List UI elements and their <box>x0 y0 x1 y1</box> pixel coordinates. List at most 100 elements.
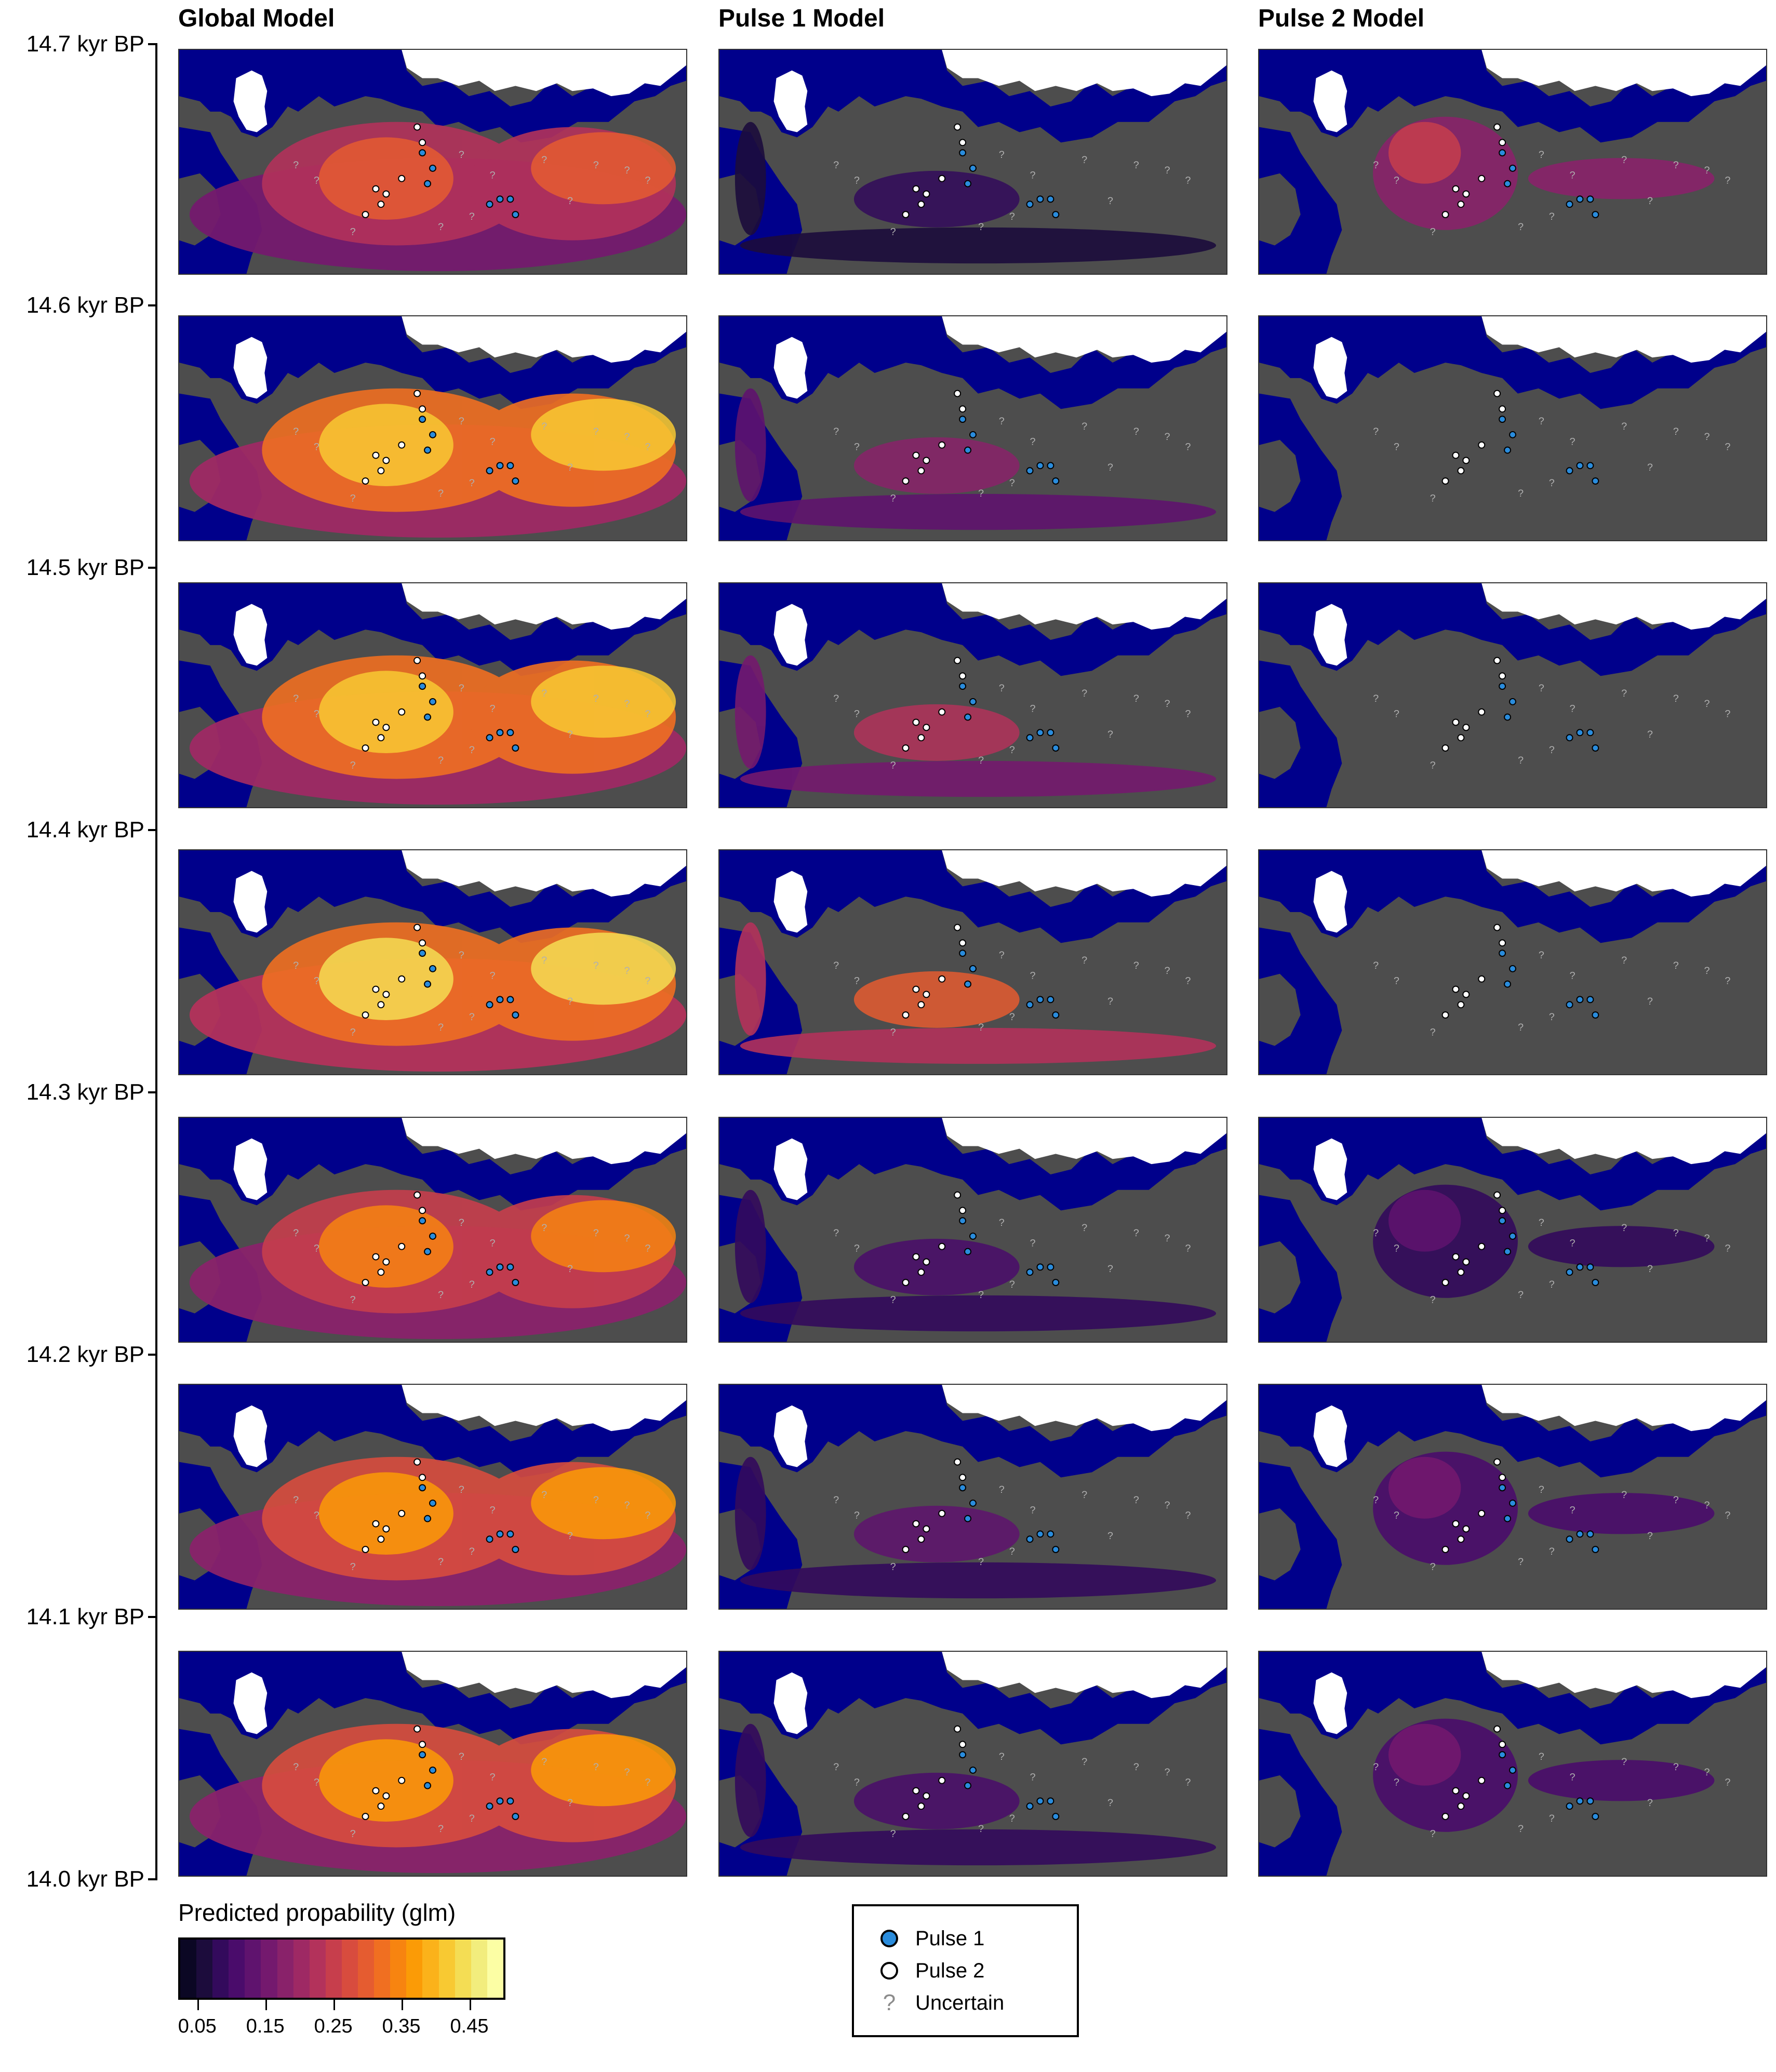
uncertain-site-marker: ? <box>567 1263 573 1275</box>
pulse1-site-marker <box>1504 446 1512 454</box>
uncertain-site-marker: ? <box>1373 426 1379 437</box>
uncertain-site-marker: ? <box>1647 729 1653 740</box>
pulse2-site-marker <box>959 139 967 146</box>
uncertain-site-marker: ? <box>1725 175 1730 186</box>
uncertain-site-marker: ? <box>469 211 475 222</box>
uncertain-site-marker: ? <box>469 1813 475 1824</box>
pulse2-site-marker <box>398 175 406 182</box>
pulse1-site-marker <box>1036 1530 1044 1538</box>
uncertain-site-marker: ? <box>1725 975 1730 987</box>
pulse1-site-marker <box>1036 1797 1044 1805</box>
probability-surface <box>1373 1718 1715 1832</box>
pulse1-site-marker <box>964 180 972 188</box>
uncertain-site-marker: ? <box>1518 1022 1524 1033</box>
pulse2-site-marker <box>419 1474 426 1481</box>
uncertain-site-marker: ? <box>469 1279 475 1290</box>
uncertain-site-marker: ? <box>593 426 599 437</box>
pulse2-site-marker <box>1493 1191 1501 1199</box>
ice-sheet-north <box>942 316 1226 363</box>
uncertain-site-marker: ? <box>293 426 299 437</box>
colorbar-tick <box>469 2000 471 2010</box>
uncertain-site-marker: ? <box>1621 955 1627 966</box>
ice-sheet-north <box>402 1385 686 1432</box>
map-panel-r4-c1: ???????????? <box>718 1117 1227 1343</box>
uncertain-site-marker: ? <box>1009 211 1015 222</box>
uncertain-site-marker: ? <box>1647 1263 1653 1275</box>
pulse2-site-marker <box>1478 975 1486 983</box>
uncertain-site-marker: ? <box>469 477 475 489</box>
uncertain-site-marker: ? <box>1647 996 1653 1007</box>
uncertain-site-marker: ? <box>1133 1761 1139 1773</box>
pulse1-site-marker <box>1499 950 1506 957</box>
uncertain-site-marker: ? <box>469 1546 475 1557</box>
uncertain-site-marker: ? <box>567 996 573 1007</box>
north-sea-ocean <box>179 583 686 676</box>
uncertain-site-marker: ? <box>1185 975 1191 987</box>
pulse1-site-marker <box>1566 1268 1573 1276</box>
pulse1-site-marker <box>964 446 972 454</box>
pulse2-site-marker <box>1457 200 1465 208</box>
map-panel-r0-c2: ???????????? <box>1258 49 1767 275</box>
pulse1-site-marker <box>496 996 504 1004</box>
map-panel-r1-c2: ???????????? <box>1258 315 1767 541</box>
uncertain-site-marker: ? <box>350 226 356 238</box>
uncertain-site-marker: ? <box>833 960 839 971</box>
pulse2-site-marker <box>1462 457 1470 464</box>
uncertain-site-marker: ? <box>1185 1777 1191 1788</box>
pulse2-site-marker <box>413 390 421 397</box>
pulse2-site-marker <box>954 924 962 931</box>
pulse2-site-marker <box>382 1525 390 1533</box>
uncertain-site-marker: ? <box>1394 1777 1399 1788</box>
uncertain-site-marker: ? <box>314 442 319 453</box>
pulse2-site-marker <box>917 1268 925 1276</box>
pulse2-site-marker <box>372 985 380 993</box>
pulse2-site-marker <box>917 1001 925 1009</box>
pulse2-site-marker <box>398 1776 406 1784</box>
pulse2-site-marker <box>917 1535 925 1543</box>
uncertain-site-marker: ? <box>350 1294 356 1306</box>
uncertain-site-marker: ? <box>1133 1227 1139 1239</box>
pulse2-site-marker <box>1462 1792 1470 1800</box>
pulse2-site-marker <box>1478 441 1486 449</box>
uncertain-site-marker: ? <box>459 416 464 427</box>
uncertain-site-marker: ? <box>1185 1243 1191 1254</box>
pulse1-site-marker <box>486 1001 493 1009</box>
pulse2-site-marker <box>912 985 920 993</box>
uncertain-site-marker: ? <box>999 950 1005 961</box>
pulse1-site-marker <box>1499 1751 1506 1759</box>
pulse1-site-marker <box>1566 734 1573 742</box>
uncertain-site-marker: ? <box>1009 1546 1015 1557</box>
uncertain-site-marker: ? <box>1164 1233 1170 1244</box>
pulse2-site-marker <box>1452 1787 1460 1795</box>
pulse2-site-marker <box>398 975 406 983</box>
uncertain-site-marker: ? <box>293 159 299 171</box>
uncertain-site-marker: ? <box>1009 1813 1015 1824</box>
colorbar-cell <box>390 1940 407 1998</box>
uncertain-site-marker: ? <box>833 1227 839 1239</box>
site-markers: ???????????? <box>833 390 1191 504</box>
pulse1-site-marker <box>1509 965 1516 972</box>
map-panel-r6-c0: ???????????? <box>178 1651 687 1877</box>
pulse1-site-marker <box>1509 1232 1516 1240</box>
pulse2-site-marker <box>938 708 946 716</box>
pulse1-site-marker <box>424 1782 432 1789</box>
pulse2-site-marker <box>419 139 426 146</box>
pulse1-site-marker <box>429 164 436 172</box>
colorbar-tick <box>401 2000 403 2010</box>
pulse1-site-marker <box>419 1484 426 1492</box>
ice-sheet-north <box>1481 316 1766 363</box>
uncertain-site-marker: ? <box>1430 760 1436 771</box>
uncertain-site-marker: ? <box>1030 170 1036 181</box>
pulse1-site-marker <box>1026 1802 1034 1810</box>
uncertain-site-marker: ? <box>1185 709 1191 720</box>
pulse2-site-marker <box>923 190 930 198</box>
uncertain-site-marker: ? <box>854 709 860 720</box>
uncertain-site-marker: ? <box>1570 1772 1575 1783</box>
ice-sheet-north <box>402 1118 686 1165</box>
uncertain-site-marker: ? <box>1621 688 1627 699</box>
pulse2-site-marker <box>917 200 925 208</box>
uncertain-site-marker: ? <box>1373 960 1379 971</box>
pulse2-site-marker <box>398 1509 406 1517</box>
pulse2-site-marker <box>1499 1474 1506 1481</box>
uncertain-site-marker: ? <box>1107 729 1113 740</box>
